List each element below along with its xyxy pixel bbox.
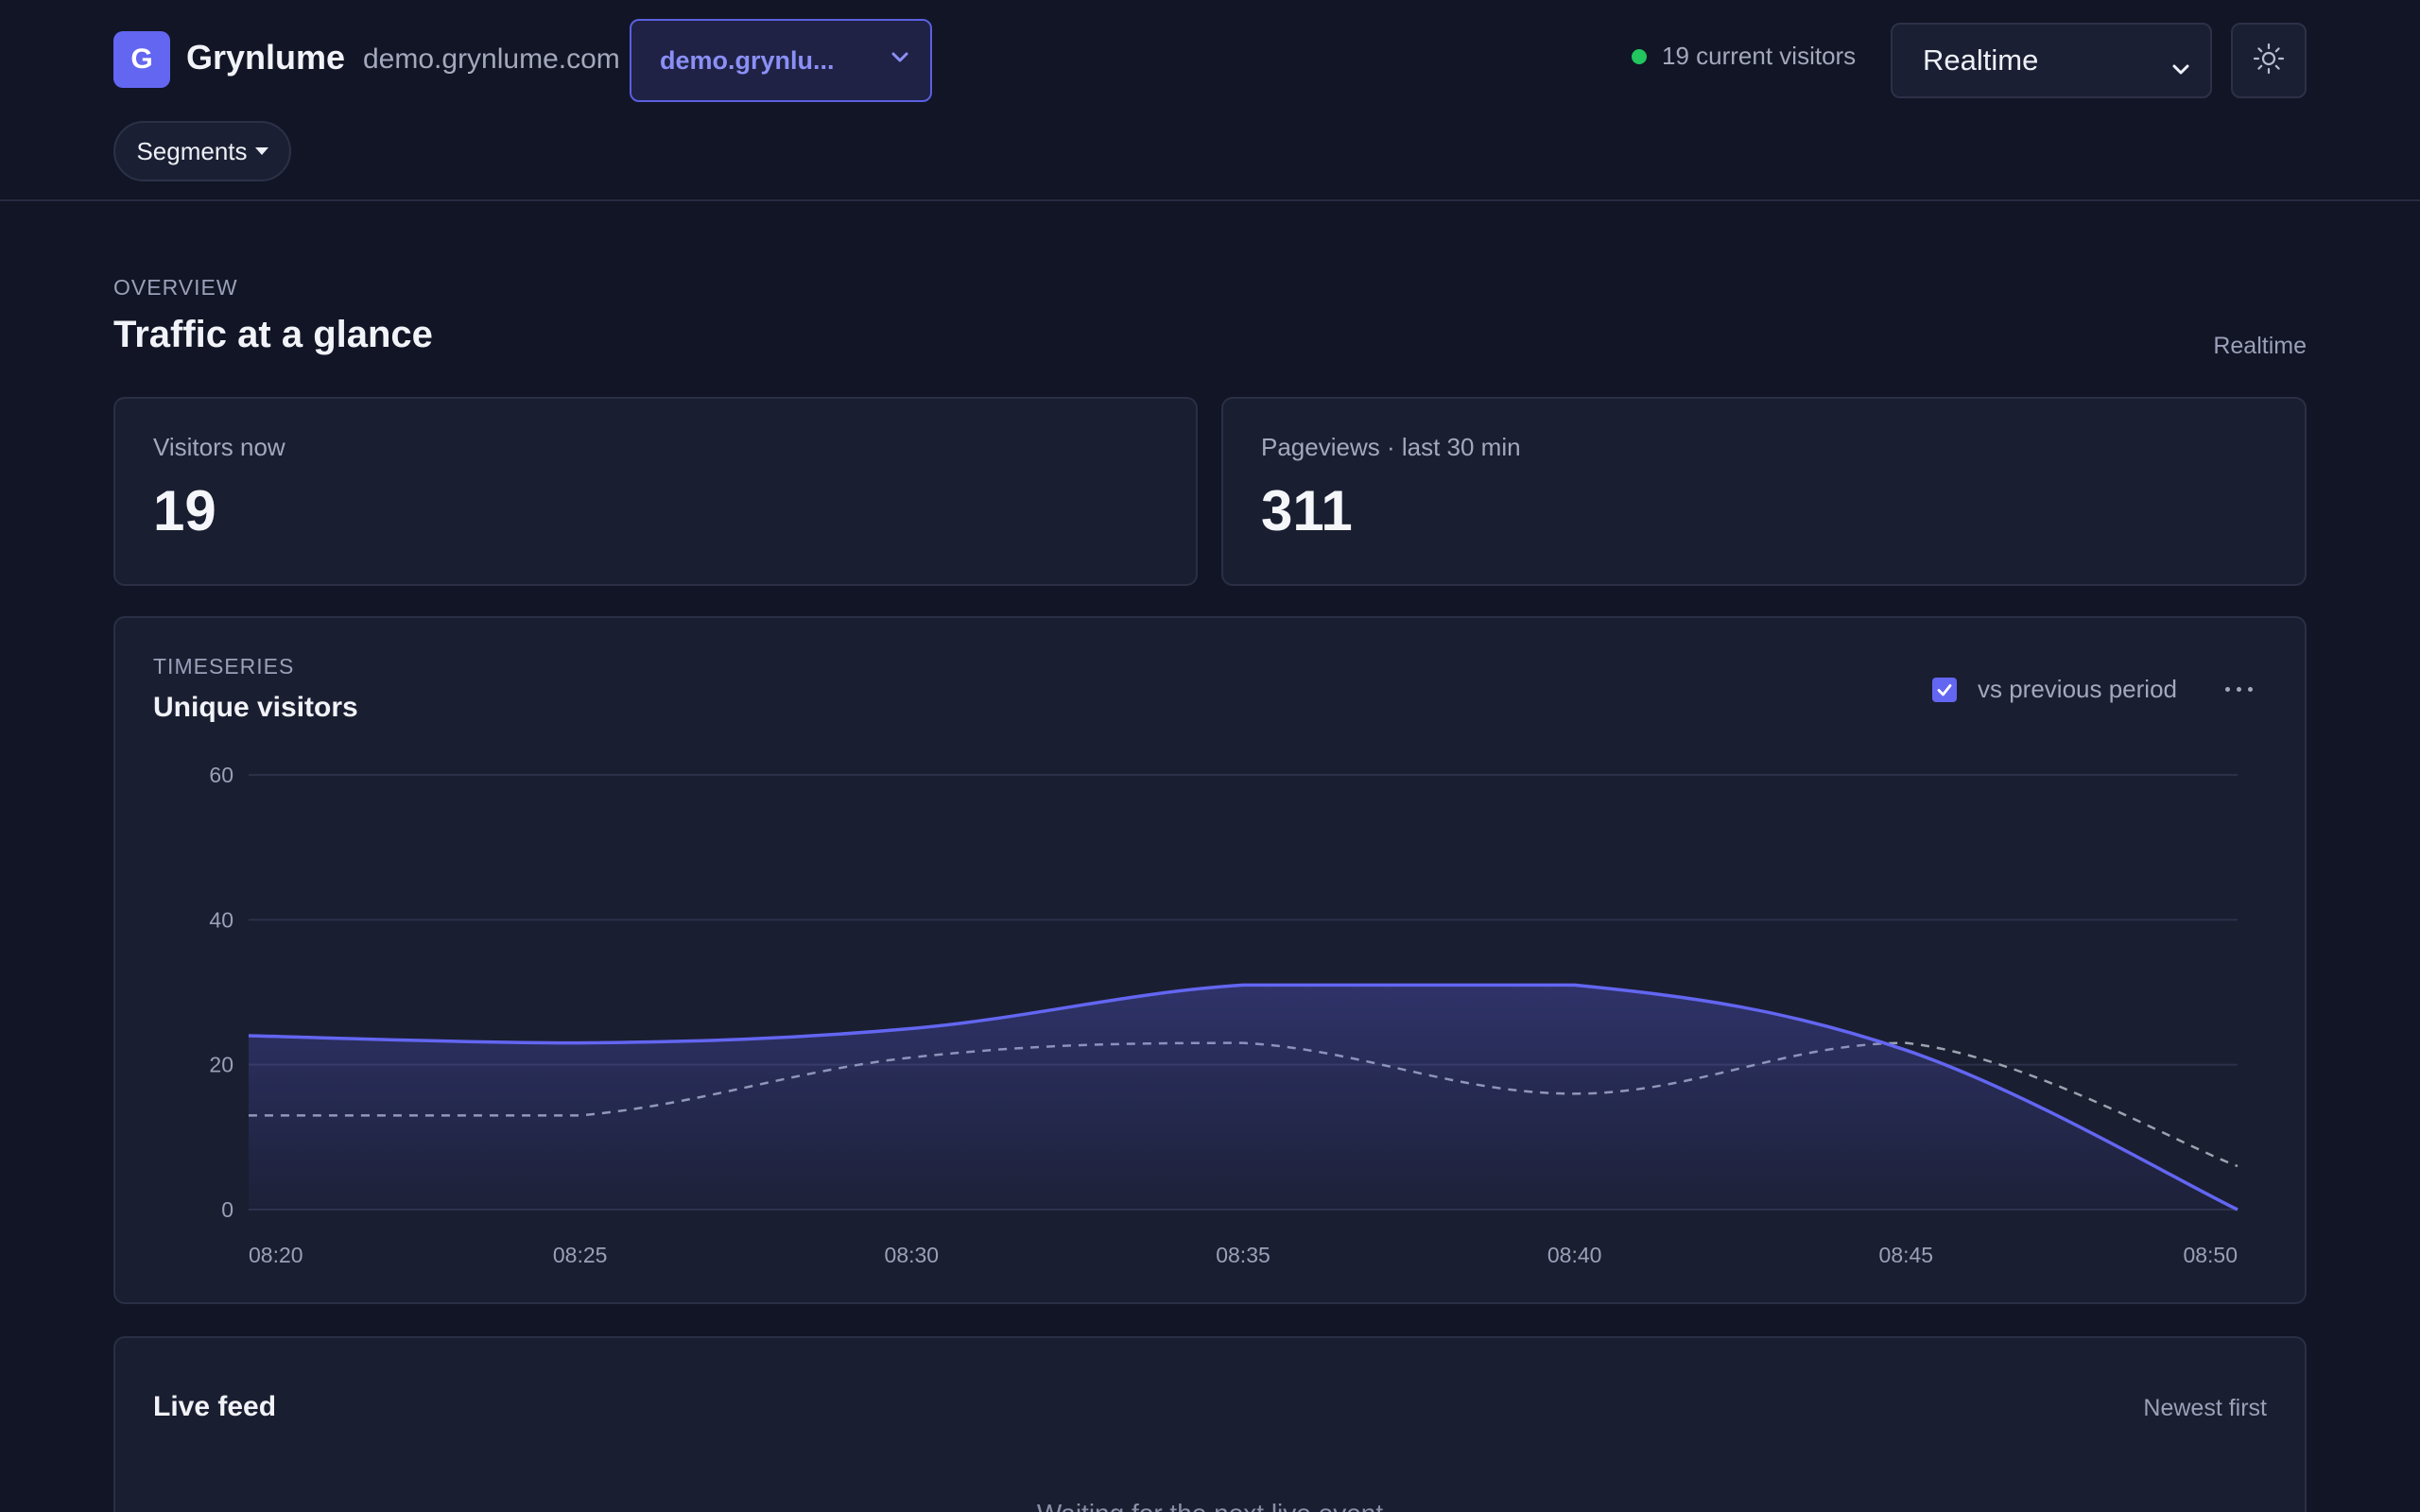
check-icon xyxy=(1937,683,1952,696)
current-visitors-label: 19 current visitors xyxy=(1662,42,1857,70)
stat-card-visitors: Visitors now 19 xyxy=(113,397,1198,586)
date-range-label: Realtime xyxy=(1923,43,2039,77)
compare-toggle[interactable]: vs previous period xyxy=(1932,675,2177,704)
site-domain: demo.grynlume.com xyxy=(363,43,620,75)
y-tick-label: 40 xyxy=(209,907,233,932)
more-options-button[interactable] xyxy=(2212,675,2265,703)
dot-icon xyxy=(2224,686,2230,692)
page-title: Traffic at a glance xyxy=(113,314,433,355)
timeseries-eyebrow: TIMESERIES xyxy=(153,654,295,679)
logo-mark: G xyxy=(113,31,170,88)
timeseries-card: TIMESERIES Unique visitors vs previous p… xyxy=(113,616,2307,1304)
brand-name[interactable]: Grynlume xyxy=(186,38,346,77)
chevron-down-icon xyxy=(890,51,909,69)
x-tick-label: 08:45 xyxy=(1879,1243,1934,1267)
theme-toggle-button[interactable] xyxy=(2231,23,2307,98)
stat-value: 19 xyxy=(153,479,216,542)
x-tick-label: 08:30 xyxy=(885,1243,940,1267)
live-indicator-icon xyxy=(1632,48,1647,64)
x-tick-label: 08:35 xyxy=(1216,1243,1270,1267)
current-visitors[interactable]: 19 current visitors xyxy=(1632,42,1856,71)
y-tick-label: 0 xyxy=(221,1197,233,1222)
live-feed-empty-state: Waiting for the next live event xyxy=(115,1499,2305,1512)
live-feed-title: Live feed xyxy=(153,1391,277,1422)
x-tick-label: 08:25 xyxy=(553,1243,608,1267)
unique-visitors-chart: 0 20 40 60 08:20 08:25 08:30 08:35 08:40 08:45 08… xyxy=(209,763,2238,1267)
visitors-line xyxy=(248,983,2238,1211)
live-feed-card: Live feed Newest first Waiting for the n… xyxy=(113,1336,2307,1512)
x-tick-label: 08:50 xyxy=(2183,1243,2238,1267)
chevron-down-icon xyxy=(2170,51,2191,85)
previous-period-line xyxy=(248,1041,2238,1168)
date-range-selector[interactable]: Realtime xyxy=(1891,23,2212,98)
compare-label: vs previous period xyxy=(1978,675,2177,703)
stat-label: Visitors now xyxy=(153,433,285,461)
x-tick-label: 08:20 xyxy=(249,1243,303,1267)
x-tick-label: 08:40 xyxy=(1547,1243,1602,1267)
dot-icon xyxy=(2236,686,2241,692)
site-selector[interactable]: demo.grynlu... xyxy=(630,19,932,102)
y-tick-label: 20 xyxy=(209,1053,233,1077)
overview-range-label: Realtime xyxy=(2213,333,2307,359)
stat-label: Pageviews · last 30 min xyxy=(1261,433,1521,461)
segments-label: Segments xyxy=(136,136,248,165)
visitors-area xyxy=(249,985,2238,1210)
segments-button[interactable]: Segments xyxy=(113,121,291,181)
sun-icon xyxy=(2252,42,2286,80)
live-feed-sort[interactable]: Newest first xyxy=(2143,1395,2267,1421)
compare-checkbox[interactable] xyxy=(1932,677,1957,702)
dot-icon xyxy=(2247,686,2253,692)
site-selector-label: demo.grynlu... xyxy=(660,45,835,75)
stat-card-pageviews: Pageviews · last 30 min 311 xyxy=(1221,397,2307,586)
top-bar: G Grynlume demo.grynlume.com demo.grynlu… xyxy=(0,0,2420,201)
chart-title: Unique visitors xyxy=(153,692,358,723)
stat-value: 311 xyxy=(1261,479,1353,542)
overview-eyebrow: OVERVIEW xyxy=(113,275,238,300)
y-tick-label: 60 xyxy=(209,763,233,787)
caret-down-icon xyxy=(254,147,268,155)
